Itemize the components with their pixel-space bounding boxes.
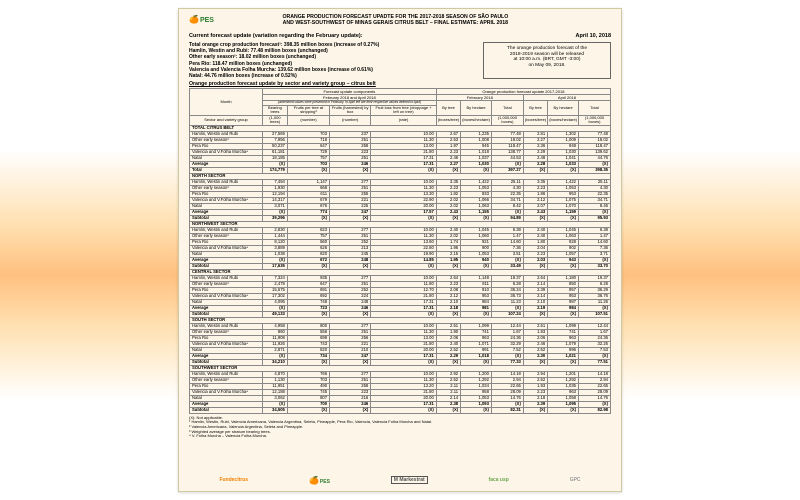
footer-logos: Fundecitrus PES M Markestrat faca usp GP… <box>189 473 611 487</box>
u8: (boxes/tree) <box>523 115 547 125</box>
c8: By tree <box>523 101 547 116</box>
next-forecast-callout: The orange production forecast of the 20… <box>483 42 611 80</box>
footnote: ⁴ V. Folha Murcha – Valencia Folha Murch… <box>189 434 611 439</box>
current-label: Current forecast update (variation regar… <box>189 33 363 39</box>
c2: Fruits per tree at stripping³ <box>287 105 329 115</box>
c4: Fruit loss from tree (droppage + left on… <box>371 105 437 115</box>
c3: Fruits (harvested) by box <box>330 105 371 115</box>
table-body: TOTAL CITRUS BELTHamlin, Westin and Rubi… <box>190 125 611 413</box>
u1: (1,000 trees) <box>263 115 288 125</box>
u10: (1,000,000 boxes) <box>579 115 611 125</box>
logo-fea: faca usp <box>489 477 509 483</box>
col-month: Month <box>190 89 263 115</box>
table-row: Subtotal34,505(X)(X)(X)(X)(X)82.31(X)(X)… <box>190 407 611 413</box>
title-line-2: AND WEST-SOUTHWEST OF MINAS GERAIS CITRU… <box>283 20 508 26</box>
c1: Bearing trees <box>263 105 288 115</box>
logo-markestrat: M Markestrat <box>391 476 428 484</box>
forecast-table: Month Forecast update components Orange … <box>189 88 611 413</box>
footnotes: (X): Not applicable.¹ Hamlin, Westin, Ru… <box>189 416 611 439</box>
cell: (X) <box>287 407 329 413</box>
document-page: PES ORANGE PRODUCTION FORECAST UPADTE FO… <box>178 8 622 492</box>
c9: By hectare <box>548 101 579 116</box>
summary-block: Total orange crop production forecast¹: … <box>189 42 611 80</box>
table-heading: Orange production forecast update by sec… <box>189 81 611 87</box>
logo-gpc: GPC <box>570 477 581 483</box>
c7: Total <box>491 101 523 116</box>
u7: (1,000,000 boxes) <box>491 115 523 125</box>
u9: (boxes/hectare) <box>548 115 579 125</box>
c10: Total <box>579 101 611 116</box>
cell: 82.31 <box>491 407 523 413</box>
summary-line: Natal: 44.76 million boxes (increase of … <box>189 73 477 79</box>
callout-l4: on May 09, 2018. <box>487 63 607 69</box>
c6: By hectare <box>461 101 492 116</box>
cell: (X) <box>371 407 437 413</box>
cell: (X) <box>461 407 492 413</box>
cell: (X) <box>330 407 371 413</box>
u2: (number) <box>287 115 329 125</box>
cell: (X) <box>523 407 547 413</box>
cell: Subtotal <box>190 407 263 413</box>
report-date: April 10, 2018 <box>576 33 611 39</box>
cell: (X) <box>436 407 460 413</box>
cell: (X) <box>548 407 579 413</box>
meta-row: Current forecast update (variation regar… <box>189 33 611 39</box>
cell: 34,505 <box>263 407 288 413</box>
doc-header: PES ORANGE PRODUCTION FORECAST UPADTE FO… <box>189 15 611 27</box>
logo-pes-foot: PES <box>309 476 330 485</box>
u6: (boxes/hectare) <box>461 115 492 125</box>
c5: By tree <box>436 101 460 116</box>
u4: (rate) <box>371 115 437 125</box>
pes-logo: PES <box>189 15 214 24</box>
svg-label: Sector and variety group <box>190 115 263 125</box>
u3: (number) <box>330 115 371 125</box>
logo-fundecitrus: Fundecitrus <box>219 477 248 483</box>
summary-lines: Total orange crop production forecast¹: … <box>189 42 477 80</box>
cell: 82.98 <box>579 407 611 413</box>
u5: (boxes/tree) <box>436 115 460 125</box>
doc-title: ORANGE PRODUCTION FORECAST UPADTE FOR TH… <box>235 15 555 27</box>
